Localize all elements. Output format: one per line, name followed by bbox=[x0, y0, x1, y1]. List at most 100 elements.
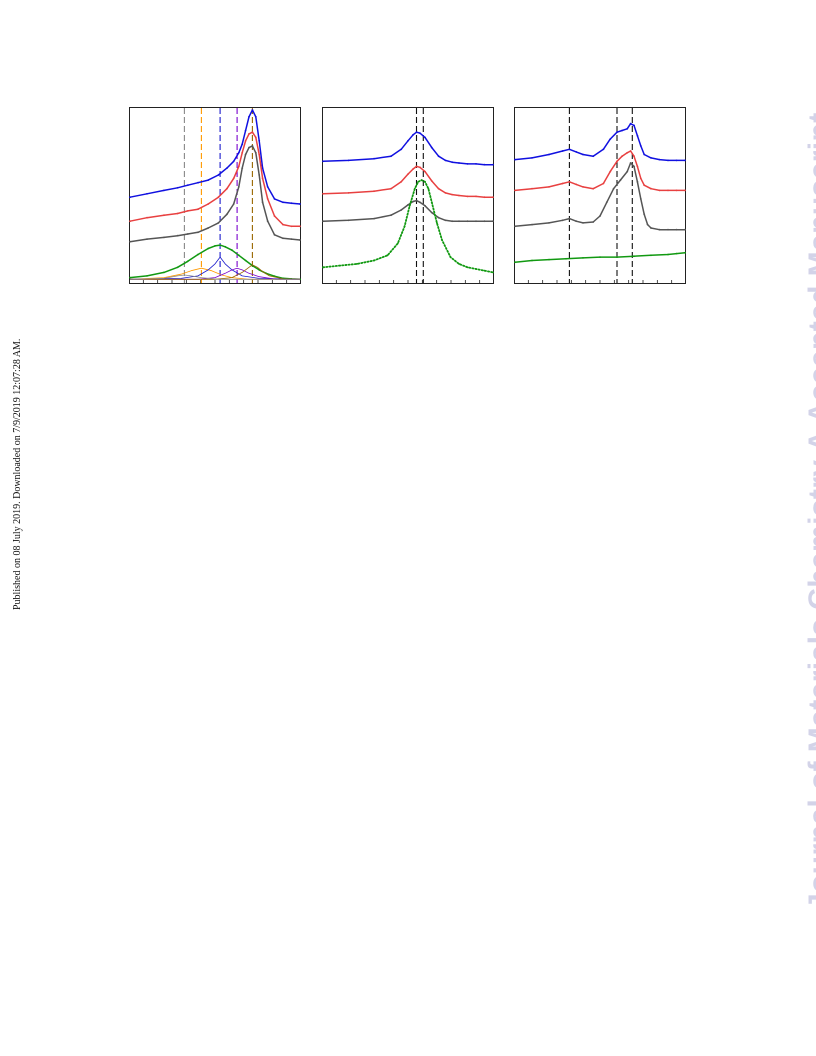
series-point bbox=[407, 204, 409, 206]
series-point bbox=[531, 187, 533, 190]
series-point bbox=[621, 129, 623, 132]
series-point bbox=[290, 225, 293, 228]
series-point bbox=[646, 223, 649, 226]
series-point bbox=[261, 167, 264, 169]
series-point bbox=[248, 115, 250, 118]
series-point bbox=[592, 187, 595, 190]
series-point bbox=[299, 203, 301, 205]
series-point bbox=[639, 145, 642, 147]
series-point bbox=[424, 180, 426, 183]
series-point bbox=[412, 133, 414, 136]
series-point bbox=[667, 159, 669, 162]
series-point bbox=[639, 177, 642, 180]
series-point bbox=[322, 192, 324, 195]
series-point bbox=[290, 238, 293, 241]
series-line bbox=[322, 179, 494, 274]
series-point bbox=[373, 259, 375, 262]
series-point bbox=[197, 253, 199, 256]
series-point bbox=[258, 139, 261, 142]
series-point bbox=[430, 180, 433, 182]
series-point bbox=[561, 182, 564, 185]
series-point bbox=[186, 184, 189, 187]
series-point bbox=[339, 264, 341, 267]
series-point bbox=[129, 196, 131, 199]
series-point bbox=[675, 252, 678, 255]
series-point bbox=[437, 155, 440, 158]
series-point bbox=[254, 136, 257, 139]
series-point bbox=[582, 153, 584, 156]
series-point bbox=[299, 239, 301, 241]
series-point bbox=[207, 203, 210, 205]
series-point bbox=[282, 223, 284, 226]
series-point bbox=[531, 259, 533, 262]
series-point bbox=[419, 132, 421, 134]
series-point bbox=[237, 254, 240, 257]
series-point bbox=[424, 136, 426, 139]
series-point bbox=[241, 143, 244, 146]
series-point bbox=[626, 151, 629, 154]
series-point bbox=[237, 165, 240, 168]
series-point bbox=[636, 165, 639, 168]
series-point bbox=[621, 155, 623, 158]
series-point bbox=[548, 186, 550, 188]
series-point bbox=[684, 159, 686, 162]
series-point bbox=[458, 194, 460, 197]
series-point bbox=[444, 192, 447, 194]
series-point bbox=[254, 115, 257, 118]
series-point bbox=[514, 158, 516, 161]
series-point bbox=[684, 228, 686, 231]
series-point bbox=[386, 254, 389, 257]
series-point bbox=[400, 209, 403, 211]
series-point bbox=[226, 187, 228, 190]
series-point bbox=[582, 222, 584, 224]
series-point bbox=[441, 239, 443, 241]
series-point bbox=[684, 251, 686, 254]
series-point bbox=[226, 167, 228, 169]
series-point bbox=[466, 163, 469, 165]
series-point bbox=[244, 259, 247, 262]
series-point bbox=[248, 146, 250, 149]
series-point bbox=[407, 173, 409, 175]
series-point bbox=[226, 213, 228, 216]
series-point bbox=[592, 221, 595, 223]
series-point bbox=[266, 186, 269, 188]
series-point bbox=[420, 179, 423, 181]
series-point bbox=[582, 257, 584, 259]
series-point bbox=[261, 177, 264, 180]
series-point bbox=[626, 127, 629, 130]
series-point bbox=[430, 211, 433, 214]
series-point bbox=[232, 177, 235, 180]
series-point bbox=[633, 255, 635, 258]
series-line bbox=[129, 131, 300, 228]
series-point bbox=[575, 220, 578, 223]
series-point bbox=[451, 193, 454, 196]
series-point bbox=[492, 220, 494, 223]
series-point bbox=[400, 180, 403, 183]
series-point bbox=[633, 165, 635, 168]
series-point bbox=[436, 222, 438, 224]
series-line bbox=[129, 109, 301, 205]
series-point bbox=[415, 131, 418, 134]
series-point bbox=[219, 244, 221, 247]
series-point bbox=[237, 186, 240, 188]
series-point bbox=[146, 192, 148, 195]
series-point bbox=[254, 151, 257, 154]
series-point bbox=[675, 228, 678, 231]
series-point bbox=[424, 204, 426, 207]
series-point bbox=[458, 162, 460, 164]
series-point bbox=[565, 257, 567, 260]
series-point bbox=[373, 157, 375, 160]
series-point bbox=[602, 182, 605, 185]
series-point bbox=[415, 199, 418, 202]
series-point bbox=[548, 222, 550, 224]
series-point bbox=[244, 139, 247, 142]
series-point bbox=[639, 198, 642, 200]
series-point bbox=[575, 183, 578, 186]
series-point bbox=[626, 170, 629, 173]
series-point bbox=[483, 163, 486, 166]
series-point bbox=[241, 167, 244, 169]
series-line bbox=[514, 252, 686, 263]
series-point bbox=[176, 212, 179, 215]
chart-left-svg bbox=[129, 107, 301, 284]
series-point bbox=[514, 261, 516, 264]
